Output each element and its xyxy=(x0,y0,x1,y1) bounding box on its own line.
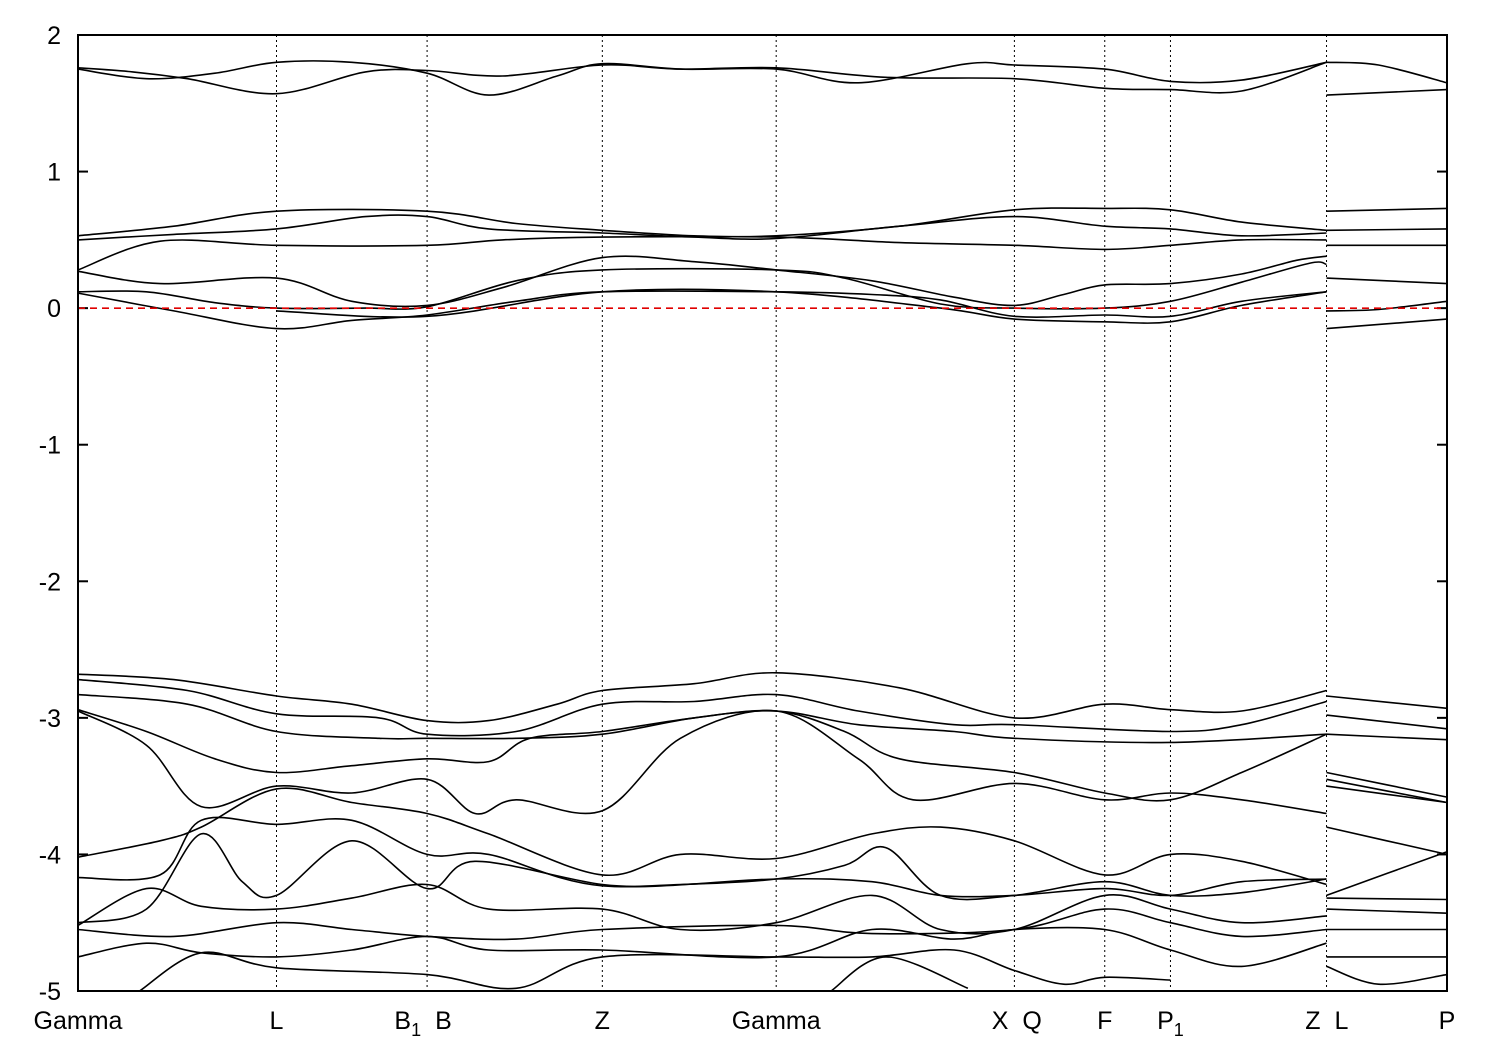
kpoint-label-4: Z xyxy=(595,1007,610,1035)
band-38 xyxy=(1326,897,1448,901)
plot-frame xyxy=(77,34,1448,992)
kpoint-labels: Gamma PL B1 B Z Gamma X Q F P1 Z L xyxy=(34,1007,1456,1040)
band-27 xyxy=(77,926,1327,968)
band-37 xyxy=(1326,850,1448,897)
band-14 xyxy=(1326,277,1448,285)
band-15 xyxy=(1326,300,1448,312)
band-18 xyxy=(77,678,1327,737)
kpoint-label-10: Z xyxy=(1305,1007,1320,1035)
kpoint-label-7: Q xyxy=(1022,1007,1041,1035)
band-20 xyxy=(77,708,1327,802)
band-31 xyxy=(1326,714,1448,730)
band-1 xyxy=(77,60,1327,96)
kpoint-label-1: L xyxy=(270,1007,284,1035)
band-22 xyxy=(77,787,1327,886)
y-tick-label: -3 xyxy=(39,705,61,733)
band-17 xyxy=(77,671,1327,724)
band-12 xyxy=(1326,228,1448,232)
kpoint-label-12: P xyxy=(1439,1007,1456,1035)
band-33 xyxy=(1326,771,1448,798)
kpoint-label-6: X xyxy=(992,1007,1009,1035)
band-30 xyxy=(1326,695,1448,710)
kpoint-label-8: F xyxy=(1097,1007,1112,1035)
band-10 xyxy=(276,288,1327,324)
band-36 xyxy=(1326,826,1448,856)
y-tick-label: 0 xyxy=(47,295,61,323)
kpoint-label-3: B xyxy=(435,1007,452,1035)
kpoint-label-5: Gamma xyxy=(732,1007,821,1035)
band-24 xyxy=(77,833,1327,924)
kpoint-label-11: L xyxy=(1335,1007,1349,1035)
band-29 xyxy=(830,956,969,992)
kpoint-grid-lines xyxy=(276,35,1328,991)
band-28 xyxy=(139,948,1171,992)
band-9 xyxy=(77,290,1327,330)
band-26 xyxy=(77,908,1327,941)
band-21 xyxy=(77,709,1327,815)
band-25 xyxy=(77,883,1327,935)
band-11 xyxy=(1326,207,1448,212)
band-2 xyxy=(1326,61,1448,84)
y-tick-labels: 2 1 0 -1 -2 -3 -4 -5 xyxy=(39,22,61,1006)
y-tick-label: -1 xyxy=(39,432,61,460)
band-lines xyxy=(77,60,1448,992)
y-tick-label: 2 xyxy=(47,22,61,50)
kpoint-label-0: Gamma xyxy=(34,1007,123,1035)
y-tick-label: -4 xyxy=(39,841,61,869)
band-32 xyxy=(1326,733,1448,741)
band-3 xyxy=(1326,88,1448,96)
band-42 xyxy=(1326,965,1448,986)
band-35 xyxy=(1326,785,1448,804)
band-6 xyxy=(77,235,1327,271)
y-tick-label: -5 xyxy=(39,978,61,1006)
band-39 xyxy=(1326,908,1448,914)
y-tick-label: -2 xyxy=(39,568,61,596)
y-tick-label: 1 xyxy=(47,159,61,187)
band-16 xyxy=(1326,318,1448,330)
